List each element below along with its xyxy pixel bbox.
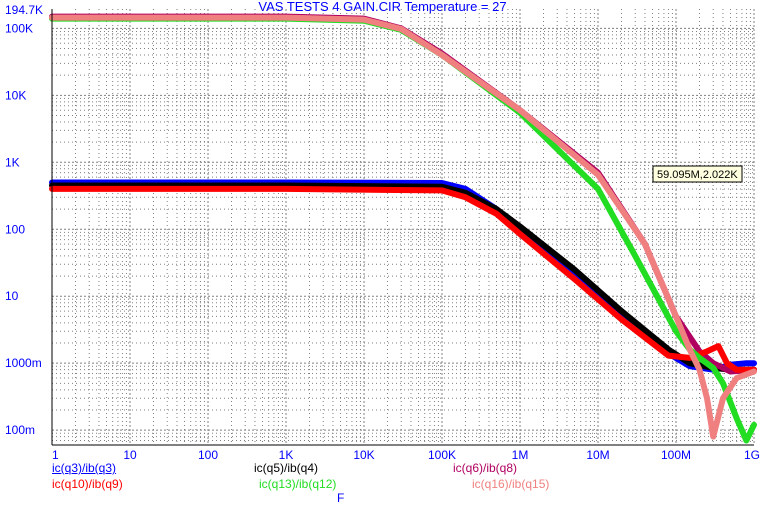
x-tick-label: 100M xyxy=(661,448,691,462)
x-tick-label: 1K xyxy=(279,448,294,462)
series-group xyxy=(49,13,757,444)
legend-item-q16-q15: ic(q16)/ib(q15) xyxy=(472,477,550,491)
y-tick-label: 100 xyxy=(5,222,25,236)
series-line-ic-q16-ib-q15 xyxy=(49,14,757,440)
legend-item-q10-q9: ic(q10)/ib(q9) xyxy=(52,477,123,491)
y-tick-label: 100K xyxy=(5,21,33,35)
legend-item-q5-q4: ic(q5)/ib(q4) xyxy=(254,461,319,475)
x-tick-label: 100K xyxy=(428,448,456,462)
legend-item-q3-q3: ic(q3)/ib(q3) xyxy=(52,461,117,475)
cursor-readout-text: 59.095M,2.022K xyxy=(657,169,738,181)
y-tick-label: 100m xyxy=(5,423,35,437)
x-tick-label: 1 xyxy=(52,448,59,462)
y-tick-label: 1K xyxy=(5,155,20,169)
x-tick-label: 1M xyxy=(512,448,529,462)
grid xyxy=(51,9,755,446)
x-tick-label: 1G xyxy=(744,448,760,462)
x-tick-label: 10K xyxy=(353,448,374,462)
axes xyxy=(51,9,754,446)
y-tick-label: 10K xyxy=(5,88,26,102)
x-axis-label: F xyxy=(337,491,345,505)
legend-item-q6-q8: ic(q6)/ib(q8) xyxy=(453,461,518,475)
x-tick-label: 10M xyxy=(586,448,609,462)
cursor-readout-group: 59.095M,2.022K xyxy=(652,165,743,183)
legend-item-q13-q12: ic(q13)/ib(q12) xyxy=(259,477,337,491)
series-line-ic-q10-ib-q9 xyxy=(49,185,757,373)
y-tick-label: 194.7K xyxy=(5,3,43,17)
y-tick-label: 1000m xyxy=(5,356,42,370)
x-tick-label: 10 xyxy=(123,448,137,462)
tick-labels: 1 10 100 1K 10K 100K 1M 10M 100M 1G 194.7K 100K 10K 1… xyxy=(5,3,760,462)
chart-title: VAS TESTS 4 GAIN.CIR Temperature = 27 xyxy=(258,0,507,14)
x-tick-label: 100 xyxy=(198,448,218,462)
series-line-ic-q6-ib-q8 xyxy=(49,13,757,375)
y-tick-label: 10 xyxy=(5,289,19,303)
cursor-readout-box xyxy=(652,165,743,183)
